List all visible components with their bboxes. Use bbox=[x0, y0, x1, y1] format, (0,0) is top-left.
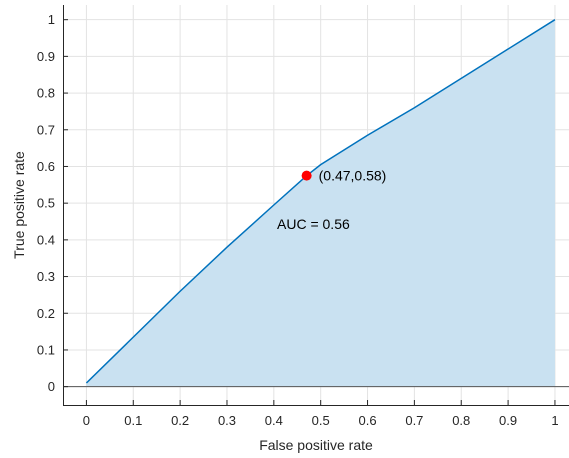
axes bbox=[63, 5, 569, 406]
operating-point-marker bbox=[301, 170, 312, 181]
y-tick-label: 1 bbox=[48, 12, 55, 27]
y-tick-label: 0.6 bbox=[37, 159, 55, 174]
x-tick-label: 0.3 bbox=[218, 413, 236, 428]
y-tick-labels: 0 0.1 0.2 0.3 0.4 0.5 0.6 0.7 0.8 0.9 1 bbox=[37, 12, 68, 394]
x-tick-label: 0.9 bbox=[499, 413, 517, 428]
y-tick-label: 0.4 bbox=[37, 232, 55, 247]
y-tick-label: 0.3 bbox=[37, 269, 55, 284]
roc-curve-line bbox=[85, 19, 556, 384]
x-tick-label: 0.8 bbox=[452, 413, 470, 428]
x-tick-label: 1 bbox=[551, 413, 558, 428]
y-tick-label: 0.1 bbox=[37, 342, 55, 357]
y-tick-label: 0.5 bbox=[37, 196, 55, 211]
y-tick-label: 0.8 bbox=[37, 86, 55, 101]
x-tick-label: 0.7 bbox=[405, 413, 423, 428]
x-tick-label: 0.6 bbox=[358, 413, 376, 428]
x-tick-labels: 0 0.1 0.2 0.3 0.4 0.5 0.6 0.7 0.8 0.9 1 bbox=[83, 400, 559, 428]
y-tick-label: 0.2 bbox=[37, 306, 55, 321]
x-axis-label: False positive rate bbox=[259, 437, 373, 453]
x-tick-label: 0.4 bbox=[265, 413, 283, 428]
operating-point-label: (0.47,0.58) bbox=[319, 168, 387, 184]
auc-area-fill bbox=[86, 19, 555, 387]
y-tick-label: 0.9 bbox=[37, 49, 55, 64]
x-tick-label: 0 bbox=[83, 413, 90, 428]
x-tick-label: 0.2 bbox=[171, 413, 189, 428]
y-tick-label: 0 bbox=[48, 379, 55, 394]
y-tick-label: 0.7 bbox=[37, 122, 55, 137]
auc-label: AUC = 0.56 bbox=[277, 216, 350, 232]
x-tick-label: 0.5 bbox=[312, 413, 330, 428]
x-tick-label: 0.1 bbox=[124, 413, 142, 428]
y-axis-label: True positive rate bbox=[11, 151, 27, 259]
